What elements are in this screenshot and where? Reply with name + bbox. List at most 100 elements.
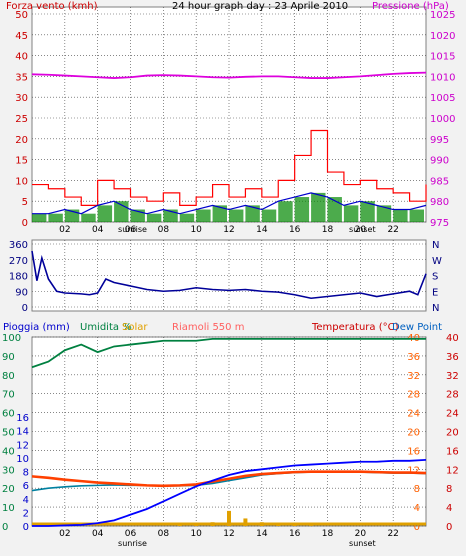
temperature-tick-label: 4 [446, 503, 452, 514]
wind-gust-bar [179, 213, 195, 222]
wind-gust-bar [311, 192, 326, 222]
wind-gust-bar [81, 213, 96, 222]
temperature-inner-tick-label: 0 [414, 522, 420, 533]
wind-direction-panel [31, 239, 427, 312]
sunset-label: sunset [349, 539, 376, 548]
temperature-tick-label: 16 [446, 446, 459, 457]
legend-dew-point: Dew Point [392, 322, 442, 333]
y-right-tick-label: 1015 [430, 52, 455, 63]
y-left-tick-label: 50 [15, 10, 28, 21]
y-right-tick-label: 1000 [430, 114, 455, 125]
y-left-tick-label: 270 [9, 256, 28, 267]
y-left-tick-label: 15 [15, 156, 28, 167]
temperature-line [31, 470, 427, 488]
wind-speed-line [32, 129, 427, 206]
y-left-tick-label: 0 [22, 303, 28, 314]
sunrise-label: sunrise [118, 225, 147, 234]
temperature-tick-label: 24 [446, 409, 459, 420]
temperature-tick-label: 8 [446, 484, 452, 495]
x-tick-label: 12 [223, 529, 234, 539]
legend-location: Riamoli 550 m [172, 322, 244, 333]
y-left-tick-label: 5 [22, 197, 28, 208]
x-tick-label: 02 [59, 529, 70, 539]
x-tick-label: 04 [92, 529, 104, 539]
temperature-tick-label: 36 [446, 352, 459, 363]
x-tick-label: 06 [125, 225, 137, 235]
graph-date-title: 24 hour graph day : 23 Aprile 2010 [172, 1, 348, 12]
y-left-tick-label: 25 [15, 114, 28, 125]
rain-tick-label: 0 [23, 522, 29, 533]
x-tick-label: 16 [289, 529, 301, 539]
y-left-tick-label: 35 [15, 72, 28, 83]
wind-gust-bar [146, 213, 162, 222]
series-group [31, 71, 427, 527]
humidity-tick-label: 20 [2, 484, 15, 495]
humidity-tick-label: 40 [2, 446, 15, 457]
y-right-tick-label: 1020 [430, 31, 455, 42]
y-left-tick-label: 360 [9, 240, 28, 251]
temperature-inner-tick-label: 28 [407, 390, 420, 401]
rain-tick-label: 14 [16, 427, 29, 438]
compass-label: E [432, 287, 438, 298]
temperature-tick-label: 12 [446, 465, 459, 476]
compass-label: N [432, 240, 439, 251]
y-right-tick-label: 990 [430, 156, 449, 167]
compass-label: N [432, 303, 439, 314]
y-right-tick-label: 1025 [430, 10, 455, 21]
pressure-title: Pressione (hPa) [372, 1, 449, 12]
legend-temperature: Temperatura (°C) [311, 322, 399, 333]
rain-tick-label: 16 [16, 413, 29, 424]
x-tick-label: 22 [387, 529, 398, 539]
rain-tick-label: 6 [23, 481, 29, 492]
temperature-inner-tick-label: 36 [407, 352, 420, 363]
x-tick-label: 12 [223, 225, 234, 235]
rain-tick-label: 2 [23, 508, 29, 519]
rain-tick-label: 10 [16, 454, 29, 465]
x-tick-label: 14 [256, 225, 268, 235]
humidity-tick-label: 80 [2, 371, 15, 382]
y-right-tick-label: 1005 [430, 93, 455, 104]
x-tick-label: 10 [190, 529, 202, 539]
wind-gust-bar [360, 201, 375, 222]
pressure-line [31, 71, 427, 79]
climate-panel [31, 336, 427, 527]
humidity-tick-label: 10 [2, 503, 15, 514]
temperature-inner-tick-label: 24 [407, 409, 420, 420]
x-tick-label: 02 [59, 225, 70, 235]
legend-rain: Pioggia (mm) [3, 322, 70, 333]
y-right-tick-label: 980 [430, 197, 449, 208]
wind-gust-bar [278, 201, 293, 222]
humidity-line [31, 337, 426, 369]
x-tick-label: 18 [322, 529, 334, 539]
x-tick-label: 04 [92, 225, 104, 235]
legend-humidity: Umidita % [80, 322, 132, 333]
wind-gust-bar [229, 209, 244, 222]
temperature-tick-label: 40 [446, 333, 459, 344]
temperature-inner-tick-label: 16 [407, 446, 420, 457]
humidity-tick-label: 60 [2, 409, 15, 420]
humidity-tick-label: 90 [2, 352, 15, 363]
wind-gust-bar [32, 213, 47, 222]
x-tick-label: 14 [256, 529, 268, 539]
temperature-inner-tick-label: 20 [407, 428, 420, 439]
y-left-tick-label: 10 [15, 176, 28, 187]
temperature-tick-label: 32 [446, 371, 459, 382]
wind-gust-bar [212, 205, 227, 222]
temperature-tick-label: 0 [446, 522, 452, 533]
humidity-tick-label: 50 [2, 428, 15, 439]
solar-bar [177, 525, 182, 526]
x-tick-label: 16 [289, 225, 301, 235]
rain-tick-label: 12 [16, 440, 29, 451]
humidity-tick-label: 0 [2, 522, 8, 533]
x-tick-label: 20 [355, 529, 367, 539]
y-left-tick-label: 30 [15, 93, 28, 104]
wind-gust-bar [376, 205, 392, 222]
legend-solar: Solar [122, 322, 148, 333]
wind-gust-bar [245, 205, 260, 222]
temperature-tick-label: 20 [446, 428, 459, 439]
y-left-tick-label: 20 [15, 135, 28, 146]
y-right-tick-label: 1010 [430, 72, 455, 83]
x-tick-label: 08 [158, 529, 170, 539]
humidity-tick-label: 100 [2, 333, 21, 344]
